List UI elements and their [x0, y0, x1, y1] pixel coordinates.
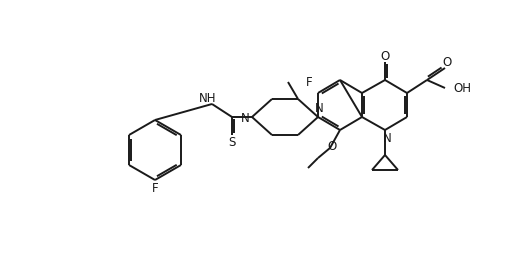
Text: S: S: [228, 135, 236, 149]
Text: O: O: [328, 141, 337, 154]
Text: N: N: [383, 132, 391, 144]
Text: F: F: [152, 181, 158, 195]
Text: O: O: [443, 55, 452, 69]
Text: F: F: [306, 77, 312, 90]
Text: N: N: [241, 111, 249, 125]
Text: NH: NH: [199, 92, 217, 104]
Text: O: O: [380, 50, 389, 62]
Text: OH: OH: [453, 82, 471, 94]
Text: N: N: [315, 101, 323, 115]
